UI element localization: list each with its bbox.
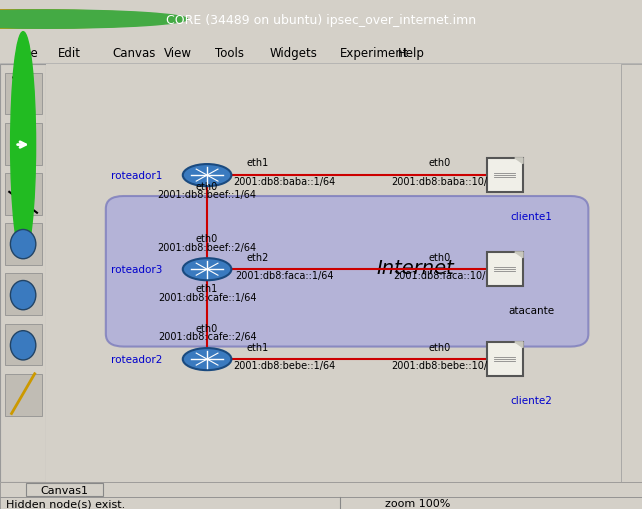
Text: eth2: eth2 <box>247 252 269 262</box>
FancyBboxPatch shape <box>487 342 523 377</box>
Text: eth0: eth0 <box>196 323 218 333</box>
Circle shape <box>11 33 35 258</box>
Text: zoom 100%: zoom 100% <box>385 498 451 508</box>
Ellipse shape <box>183 259 231 280</box>
Text: roteador2: roteador2 <box>111 354 162 364</box>
FancyBboxPatch shape <box>4 73 42 115</box>
Text: eth0: eth0 <box>196 181 218 191</box>
Bar <box>621 65 642 483</box>
Text: Hidden node(s) exist.: Hidden node(s) exist. <box>6 498 126 508</box>
FancyBboxPatch shape <box>106 196 588 347</box>
Text: 2001:db8:faca::10/: 2001:db8:faca::10/ <box>394 271 485 281</box>
Text: Help: Help <box>398 47 425 60</box>
Text: eth0: eth0 <box>428 252 451 262</box>
Text: 2001:db8:baba::1/64: 2001:db8:baba::1/64 <box>234 177 336 187</box>
Text: Internet: Internet <box>377 258 455 277</box>
Text: atacante: atacante <box>508 305 555 315</box>
Ellipse shape <box>10 230 36 259</box>
Text: Tools: Tools <box>215 47 244 60</box>
Ellipse shape <box>183 165 231 187</box>
Text: 2001:db8:beef::2/64: 2001:db8:beef::2/64 <box>157 242 257 252</box>
FancyBboxPatch shape <box>487 252 523 287</box>
Ellipse shape <box>10 281 36 310</box>
Text: cliente1: cliente1 <box>511 211 553 221</box>
Text: Canvas: Canvas <box>112 47 156 60</box>
Text: eth1: eth1 <box>247 342 269 352</box>
FancyBboxPatch shape <box>26 483 103 496</box>
Bar <box>0 483 642 497</box>
Text: CORE (34489 on ubuntu) ipsec_over_internet.imn: CORE (34489 on ubuntu) ipsec_over_intern… <box>166 14 476 26</box>
FancyBboxPatch shape <box>4 124 42 165</box>
Text: Experiment: Experiment <box>340 47 409 60</box>
Text: File: File <box>19 47 39 60</box>
FancyBboxPatch shape <box>4 174 42 215</box>
Text: roteador3: roteador3 <box>111 265 162 275</box>
FancyBboxPatch shape <box>4 224 42 266</box>
Text: Canvas1: Canvas1 <box>40 485 88 495</box>
Text: 2001:db8:faca::1/64: 2001:db8:faca::1/64 <box>235 271 334 281</box>
Text: Edit: Edit <box>58 47 81 60</box>
Text: View: View <box>164 47 192 60</box>
Text: eth1: eth1 <box>196 284 218 294</box>
Text: eth1: eth1 <box>247 157 269 167</box>
Text: 2001:db8:cafe::1/64: 2001:db8:cafe::1/64 <box>158 292 256 302</box>
Ellipse shape <box>10 331 36 360</box>
Ellipse shape <box>183 348 231 371</box>
Text: eth0: eth0 <box>196 234 218 244</box>
Polygon shape <box>515 252 523 258</box>
Text: 2001:db8:bebe::10/: 2001:db8:bebe::10/ <box>392 361 487 371</box>
Bar <box>0 497 642 509</box>
Polygon shape <box>515 158 523 164</box>
Text: 2001:db8:bebe::1/64: 2001:db8:bebe::1/64 <box>234 361 336 371</box>
Text: roteador1: roteador1 <box>111 171 162 181</box>
Text: eth0: eth0 <box>428 157 451 167</box>
Polygon shape <box>515 342 523 348</box>
Text: 2001:db8:cafe::2/64: 2001:db8:cafe::2/64 <box>158 331 256 342</box>
FancyBboxPatch shape <box>4 324 42 365</box>
Circle shape <box>0 11 187 29</box>
Circle shape <box>0 11 172 29</box>
Text: eth0: eth0 <box>428 342 451 352</box>
Text: 2001:db8:baba::10/: 2001:db8:baba::10/ <box>392 177 487 187</box>
Text: Widgets: Widgets <box>270 47 318 60</box>
Circle shape <box>0 11 155 29</box>
Text: 2001:db8:beef::1/64: 2001:db8:beef::1/64 <box>157 189 257 200</box>
FancyBboxPatch shape <box>487 158 523 193</box>
Text: cliente2: cliente2 <box>511 395 553 405</box>
FancyBboxPatch shape <box>4 274 42 316</box>
FancyBboxPatch shape <box>4 374 42 416</box>
